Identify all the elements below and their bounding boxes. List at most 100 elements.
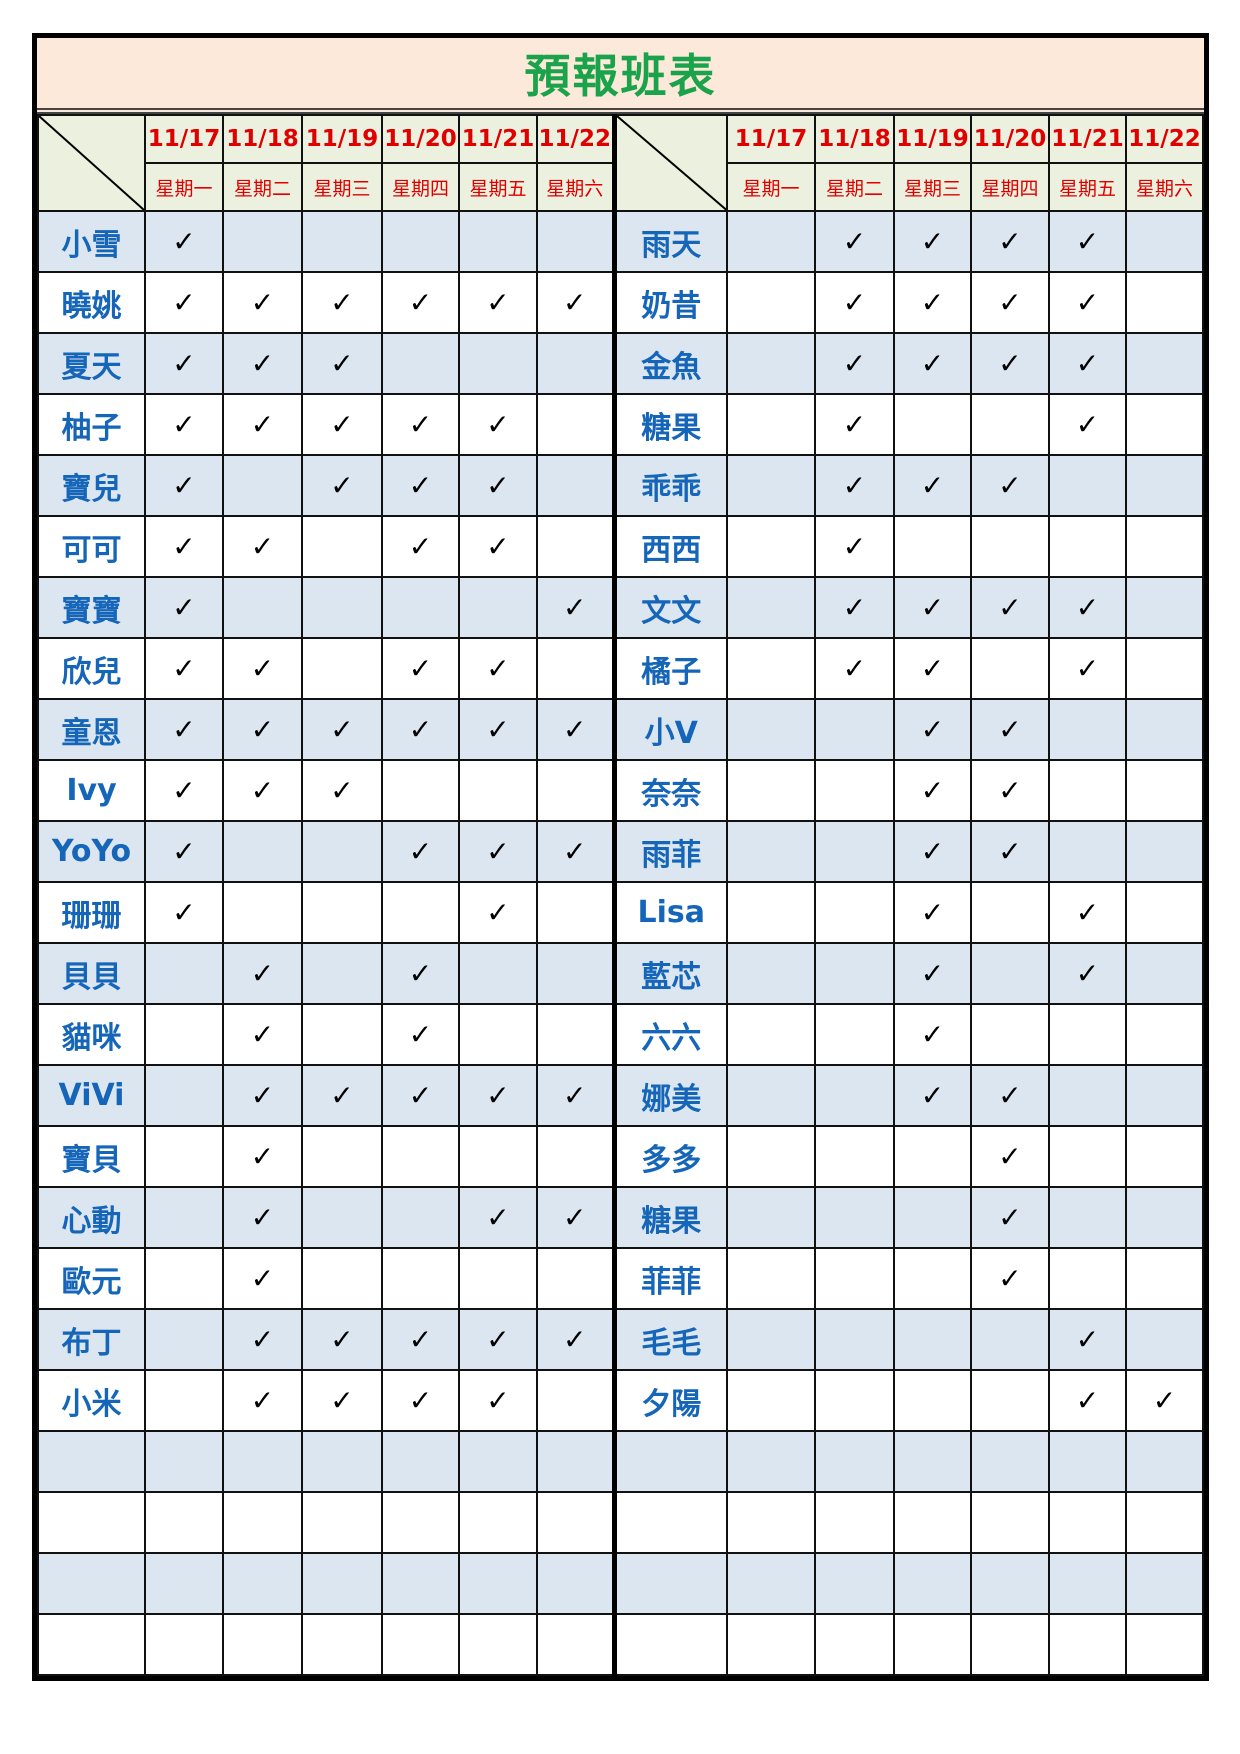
day-cell[interactable]: ✓: [222, 515, 303, 578]
day-cell[interactable]: ✓: [970, 454, 1050, 517]
day-cell[interactable]: ✓: [970, 1125, 1050, 1188]
day-cell[interactable]: [1048, 1430, 1127, 1493]
day-cell[interactable]: [1048, 1003, 1127, 1066]
day-cell[interactable]: [381, 759, 460, 822]
day-cell[interactable]: ✓: [144, 881, 224, 944]
day-cell[interactable]: [1125, 1003, 1204, 1066]
day-cell[interactable]: [726, 1369, 816, 1432]
day-cell[interactable]: [381, 1125, 460, 1188]
day-cell[interactable]: [1125, 454, 1204, 517]
day-cell[interactable]: ✓: [222, 1003, 303, 1066]
day-cell[interactable]: [814, 1003, 895, 1066]
day-cell[interactable]: ✓: [458, 271, 538, 334]
day-cell[interactable]: ✓: [893, 576, 972, 639]
day-cell[interactable]: [222, 881, 303, 944]
day-cell[interactable]: ✓: [970, 1186, 1050, 1249]
day-cell[interactable]: [144, 1491, 224, 1554]
day-cell[interactable]: [726, 393, 816, 456]
day-cell[interactable]: [536, 393, 617, 456]
day-cell[interactable]: ✓: [222, 332, 303, 395]
day-cell[interactable]: [893, 393, 972, 456]
day-cell[interactable]: [144, 1369, 224, 1432]
day-cell[interactable]: [814, 1247, 895, 1310]
day-cell[interactable]: [458, 1613, 538, 1676]
day-cell[interactable]: [536, 1491, 617, 1554]
day-cell[interactable]: ✓: [381, 637, 460, 700]
day-cell[interactable]: ✓: [381, 1003, 460, 1066]
day-cell[interactable]: [536, 515, 617, 578]
day-cell[interactable]: [458, 1491, 538, 1554]
day-cell[interactable]: [1048, 1064, 1127, 1127]
day-cell[interactable]: [726, 1247, 816, 1310]
day-cell[interactable]: ✓: [536, 820, 617, 883]
day-cell[interactable]: [1125, 515, 1204, 578]
day-cell[interactable]: ✓: [301, 271, 383, 334]
day-cell[interactable]: [726, 942, 816, 1005]
day-cell[interactable]: [726, 1125, 816, 1188]
day-cell[interactable]: [536, 210, 617, 273]
day-cell[interactable]: ✓: [381, 1308, 460, 1371]
day-cell[interactable]: ✓: [222, 942, 303, 1005]
day-cell[interactable]: [301, 1430, 383, 1493]
day-cell[interactable]: [1048, 1552, 1127, 1615]
day-cell[interactable]: ✓: [893, 820, 972, 883]
day-cell[interactable]: [381, 1186, 460, 1249]
day-cell[interactable]: [814, 1430, 895, 1493]
day-cell[interactable]: [814, 1491, 895, 1554]
day-cell[interactable]: ✓: [458, 881, 538, 944]
day-cell[interactable]: [458, 210, 538, 273]
day-cell[interactable]: [893, 1613, 972, 1676]
day-cell[interactable]: ✓: [458, 454, 538, 517]
day-cell[interactable]: [1125, 576, 1204, 639]
day-cell[interactable]: ✓: [1048, 1369, 1127, 1432]
day-cell[interactable]: [144, 1186, 224, 1249]
day-cell[interactable]: ✓: [893, 1003, 972, 1066]
day-cell[interactable]: [1048, 1186, 1127, 1249]
day-cell[interactable]: [893, 1308, 972, 1371]
day-cell[interactable]: ✓: [1048, 393, 1127, 456]
day-cell[interactable]: ✓: [893, 332, 972, 395]
day-cell[interactable]: [1125, 332, 1204, 395]
day-cell[interactable]: ✓: [222, 1308, 303, 1371]
day-cell[interactable]: [222, 454, 303, 517]
day-cell[interactable]: [301, 576, 383, 639]
day-cell[interactable]: ✓: [381, 393, 460, 456]
day-cell[interactable]: [458, 332, 538, 395]
day-cell[interactable]: ✓: [381, 271, 460, 334]
day-cell[interactable]: [893, 515, 972, 578]
day-cell[interactable]: ✓: [814, 210, 895, 273]
day-cell[interactable]: ✓: [222, 698, 303, 761]
day-cell[interactable]: ✓: [814, 454, 895, 517]
day-cell[interactable]: ✓: [970, 1064, 1050, 1127]
day-cell[interactable]: [970, 1491, 1050, 1554]
day-cell[interactable]: ✓: [893, 698, 972, 761]
day-cell[interactable]: ✓: [893, 1064, 972, 1127]
day-cell[interactable]: [1125, 698, 1204, 761]
day-cell[interactable]: [144, 1613, 224, 1676]
day-cell[interactable]: [536, 881, 617, 944]
day-cell[interactable]: [381, 1430, 460, 1493]
day-cell[interactable]: ✓: [970, 820, 1050, 883]
day-cell[interactable]: [536, 1247, 617, 1310]
day-cell[interactable]: ✓: [301, 1308, 383, 1371]
day-cell[interactable]: [726, 271, 816, 334]
day-cell[interactable]: [458, 942, 538, 1005]
day-cell[interactable]: ✓: [1048, 637, 1127, 700]
day-cell[interactable]: ✓: [381, 515, 460, 578]
day-cell[interactable]: ✓: [381, 820, 460, 883]
day-cell[interactable]: ✓: [458, 1308, 538, 1371]
day-cell[interactable]: [222, 210, 303, 273]
day-cell[interactable]: ✓: [814, 515, 895, 578]
day-cell[interactable]: [222, 1430, 303, 1493]
day-cell[interactable]: ✓: [458, 1064, 538, 1127]
day-cell[interactable]: [301, 1125, 383, 1188]
day-cell[interactable]: ✓: [222, 393, 303, 456]
day-cell[interactable]: ✓: [458, 820, 538, 883]
day-cell[interactable]: [1125, 1308, 1204, 1371]
day-cell[interactable]: [970, 1552, 1050, 1615]
day-cell[interactable]: [726, 1613, 816, 1676]
day-cell[interactable]: ✓: [893, 942, 972, 1005]
day-cell[interactable]: [458, 1552, 538, 1615]
day-cell[interactable]: [814, 881, 895, 944]
day-cell[interactable]: [1048, 1247, 1127, 1310]
